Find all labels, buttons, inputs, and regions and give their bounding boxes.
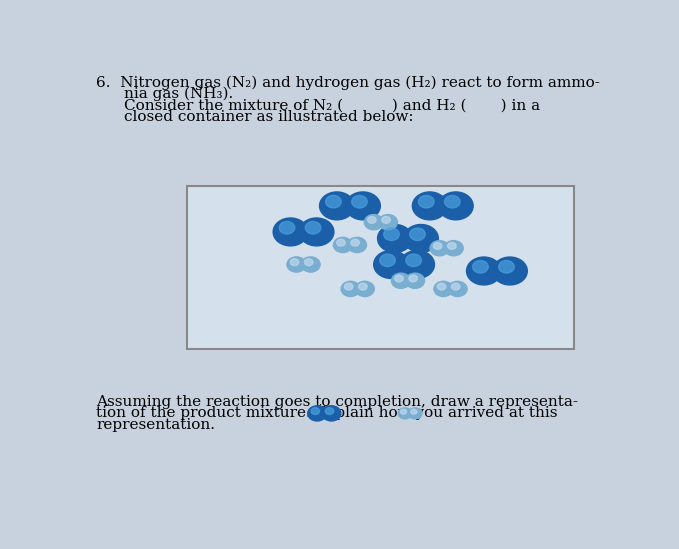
Circle shape	[433, 243, 442, 249]
Circle shape	[434, 281, 453, 296]
Circle shape	[445, 195, 460, 208]
Circle shape	[344, 283, 353, 290]
Circle shape	[290, 259, 299, 266]
Circle shape	[365, 215, 383, 230]
Circle shape	[346, 192, 380, 220]
Circle shape	[306, 221, 321, 234]
Circle shape	[322, 406, 341, 421]
Circle shape	[301, 257, 320, 272]
Circle shape	[382, 216, 390, 223]
Circle shape	[452, 283, 460, 290]
Circle shape	[394, 275, 403, 282]
Circle shape	[391, 273, 410, 288]
Circle shape	[378, 215, 397, 230]
Circle shape	[380, 254, 395, 267]
Circle shape	[337, 239, 345, 246]
Circle shape	[311, 408, 320, 414]
Circle shape	[401, 409, 407, 414]
Circle shape	[299, 218, 334, 246]
Circle shape	[351, 239, 359, 246]
Circle shape	[411, 409, 417, 414]
Circle shape	[341, 281, 360, 296]
Circle shape	[400, 250, 435, 278]
Circle shape	[408, 408, 422, 419]
Circle shape	[384, 228, 399, 240]
Circle shape	[320, 192, 354, 220]
Circle shape	[405, 273, 424, 288]
Text: representation.: representation.	[96, 418, 215, 432]
Circle shape	[409, 275, 418, 282]
Circle shape	[287, 257, 306, 272]
Circle shape	[412, 192, 447, 220]
Circle shape	[444, 240, 463, 256]
Circle shape	[437, 283, 445, 290]
Circle shape	[473, 261, 488, 273]
Circle shape	[492, 257, 528, 285]
Circle shape	[352, 195, 367, 208]
Circle shape	[333, 237, 352, 253]
Text: Assuming the reaction goes to completion, draw a representa-: Assuming the reaction goes to completion…	[96, 395, 579, 409]
Circle shape	[325, 408, 334, 414]
Circle shape	[447, 243, 456, 249]
FancyBboxPatch shape	[187, 186, 574, 349]
Circle shape	[409, 228, 425, 240]
Circle shape	[355, 281, 374, 296]
Circle shape	[403, 225, 439, 253]
Circle shape	[326, 195, 342, 208]
Circle shape	[466, 257, 501, 285]
Circle shape	[348, 237, 367, 253]
Circle shape	[498, 261, 514, 273]
Text: nia gas (NH₃).: nia gas (NH₃).	[124, 87, 234, 101]
Circle shape	[378, 225, 412, 253]
Circle shape	[359, 283, 367, 290]
Text: tion of the product mixture. Explain how you arrived at this: tion of the product mixture. Explain how…	[96, 406, 558, 421]
Circle shape	[308, 406, 327, 421]
Circle shape	[439, 192, 473, 220]
Text: closed container as illustrated below:: closed container as illustrated below:	[124, 110, 414, 125]
Circle shape	[373, 250, 409, 278]
Text: Consider the mixture of N₂ (          ) and H₂ (       ) in a: Consider the mixture of N₂ ( ) and H₂ ( …	[124, 99, 540, 113]
Circle shape	[430, 240, 449, 256]
Circle shape	[304, 259, 313, 266]
Circle shape	[273, 218, 308, 246]
Circle shape	[406, 254, 422, 267]
Circle shape	[367, 216, 376, 223]
Circle shape	[398, 408, 411, 419]
Text: 6.  Nitrogen gas (N₂) and hydrogen gas (H₂) react to form ammo-: 6. Nitrogen gas (N₂) and hydrogen gas (H…	[96, 76, 600, 90]
Circle shape	[418, 195, 434, 208]
Circle shape	[279, 221, 295, 234]
Circle shape	[448, 281, 467, 296]
